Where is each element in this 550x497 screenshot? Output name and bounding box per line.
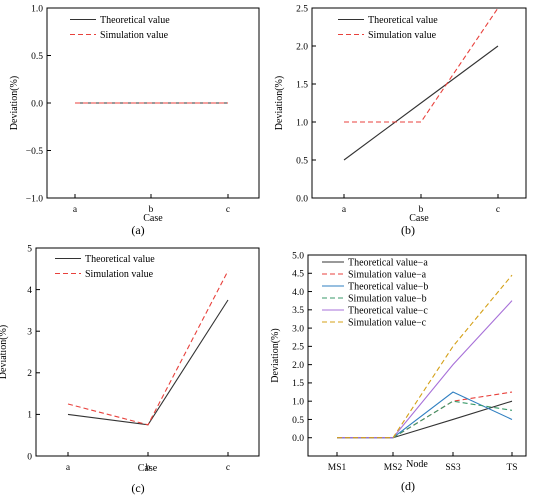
y-tick-label: 2.0: [292, 361, 304, 371]
y-tick-label: 5: [27, 244, 32, 254]
y-tick-label: 0.5: [31, 52, 43, 62]
legend-label: Theoretical value: [368, 15, 438, 26]
x-tick-label: b: [146, 463, 151, 473]
panel-label: (a): [131, 223, 144, 237]
y-tick-label: 1.0: [31, 4, 43, 14]
x-tick-label: MS2: [384, 463, 403, 473]
x-axis-title: Case: [138, 463, 158, 474]
legend-label: Theoretical value−c: [348, 306, 428, 317]
y-tick-label: 0.5: [296, 156, 308, 166]
legend-label: Theoretical value−b: [348, 282, 428, 293]
x-tick-label: b: [149, 205, 154, 215]
series-line-2: [344, 7, 499, 123]
y-tick-label: 2.5: [292, 343, 304, 353]
y-tick-label: 1.5: [296, 80, 308, 90]
x-axis-title: Case: [409, 213, 429, 224]
x-tick-label: a: [66, 463, 71, 473]
legend-label: Theoretical value: [100, 15, 170, 26]
legend: Theoretical value Simulation value: [55, 254, 155, 280]
y-axis-title: Deviation(%): [9, 76, 20, 130]
chart-panel-3: 0 1 2 3 4 5 a b c Case Deviation(%) (c) Theoretical …: [0, 244, 260, 495]
legend: Theoretical value Simulation value: [338, 15, 438, 41]
y-tick-label: 4.0: [292, 288, 304, 298]
y-tick-label: −1.0: [26, 194, 43, 204]
y-tick-label: 4.5: [292, 270, 304, 280]
legend-label: Simulation value−a: [348, 270, 427, 281]
x-axis-title: Case: [143, 213, 163, 224]
y-tick-label: 1.5: [292, 379, 304, 389]
legend-label: Simulation value−c: [348, 318, 427, 329]
legend-label: Theoretical value: [85, 254, 155, 265]
plot-frame: [307, 254, 527, 457]
y-axis-title: Deviation(%): [270, 328, 281, 382]
x-tick-label: MS1: [328, 463, 347, 473]
y-tick-label: 4: [27, 286, 32, 296]
x-tick-label: SS3: [445, 463, 461, 473]
legend-label: Simulation value: [85, 269, 154, 280]
legend-label: Simulation value: [368, 30, 437, 41]
y-tick-label: 0.0: [292, 434, 304, 444]
x-tick-label: b: [419, 205, 424, 215]
x-tick-label: c: [496, 205, 500, 215]
legend-label: Simulation value−b: [348, 294, 427, 305]
x-tick-label: c: [226, 205, 230, 215]
chart-panel-1: −1.0 −0.5 0.0 0.5 1.0 a b c Case Deviation(%) (a) T…: [9, 4, 260, 237]
y-tick-label: 2.0: [296, 42, 308, 52]
panel-label: (b): [401, 223, 415, 237]
series-line-1: [343, 45, 499, 161]
y-tick-label: 3.0: [292, 324, 304, 334]
legend-label: Theoretical value−a: [348, 258, 428, 269]
legend: Theoretical value Simulation value: [70, 15, 170, 41]
y-tick-label: 0.0: [296, 194, 308, 204]
panel-label: (c): [131, 481, 144, 495]
series-line-2: [67, 270, 229, 426]
y-tick-label: 5.0: [292, 251, 304, 261]
y-tick-label: 0: [27, 452, 32, 462]
y-axis-title: Deviation(%): [274, 76, 285, 130]
y-tick-label: 2: [27, 369, 32, 379]
series-line-1: [67, 299, 229, 426]
y-tick-label: 3: [27, 328, 32, 338]
x-tick-label: a: [73, 205, 78, 215]
chart-panel-4: 0.0 0.5 1.0 1.5 2.0 2.5 3.0 3.5 4.0 4.5 5.0 MS1 MS2 S…: [270, 251, 527, 493]
x-tick-label: a: [342, 205, 347, 215]
y-axis-title: Deviation(%): [0, 325, 9, 379]
panel-label: (d): [401, 479, 415, 493]
y-tick-label: 1.0: [292, 397, 304, 407]
y-tick-label: 3.5: [292, 306, 304, 316]
y-tick-label: 1.0: [296, 118, 308, 128]
x-axis-title: Node: [406, 459, 428, 470]
series-line-6: [337, 274, 513, 439]
y-tick-label: 0.5: [292, 416, 304, 426]
x-tick-label: c: [226, 463, 230, 473]
x-tick-label: TS: [506, 463, 517, 473]
legend-label: Simulation value: [100, 30, 169, 41]
y-tick-label: 2.5: [296, 4, 308, 14]
plot-frame: [311, 7, 527, 199]
y-tick-label: −0.5: [26, 147, 43, 157]
chart-panel-2: 0.0 0.5 1.0 1.5 2.0 2.5 a b c Case Deviation(%) (b)…: [274, 4, 527, 237]
y-tick-label: 0.0: [31, 99, 43, 109]
y-tick-label: 1: [27, 411, 32, 421]
